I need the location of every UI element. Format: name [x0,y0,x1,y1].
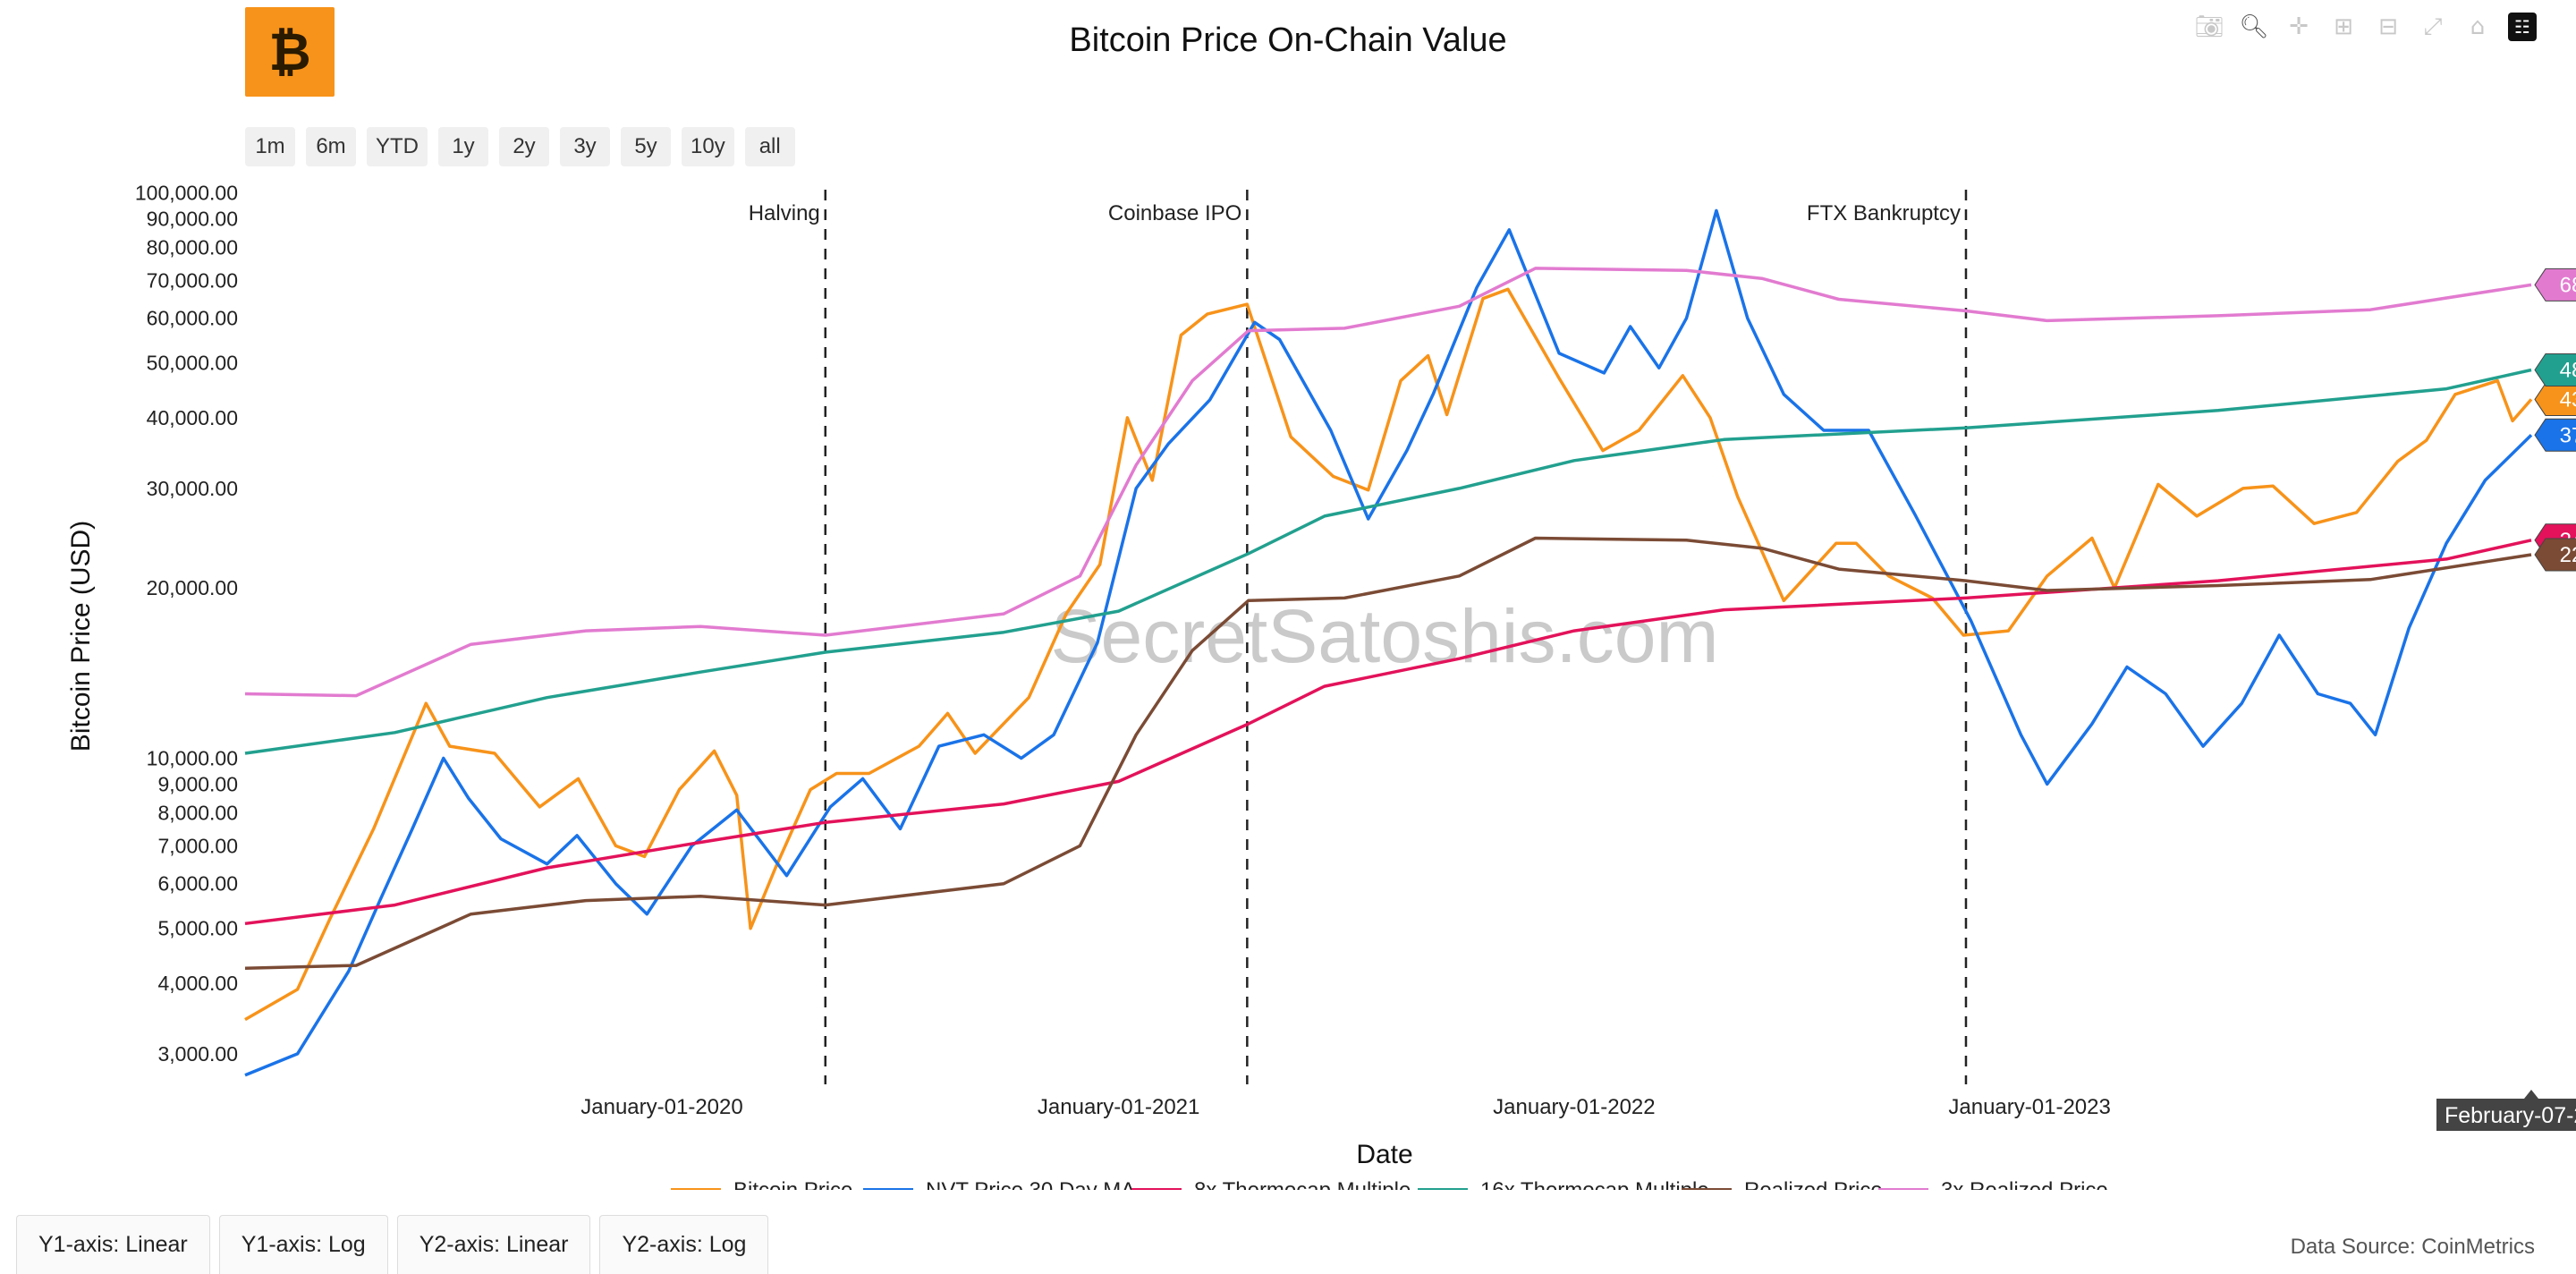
y-tick-label: 70,000.00 [147,268,238,292]
series-line [244,267,2532,698]
legend-label: Bitcoin Price [733,1178,852,1190]
series-line [244,368,2532,755]
axis-scale-tabs: Y1-axis: Linear Y1-axis: Log Y2-axis: Li… [16,1215,769,1274]
end-value-tag [2534,268,2576,302]
y-tick-label: 4,000.00 [157,972,238,995]
tab-y2-log[interactable]: Y2-axis: Log [599,1215,769,1274]
hover-box [2436,1099,2576,1131]
x-tick-label: January-01-2021 [1038,1095,1199,1119]
range-5y-button[interactable]: 5y [621,127,671,166]
range-10y-button[interactable]: 10y [682,127,734,166]
x-tick-label: January-01-2022 [1493,1095,1655,1119]
y-tick-label: 20,000.00 [147,576,238,599]
legend-label: 16x Thermocap Multiple [1480,1178,1709,1190]
range-6m-button[interactable]: 6m [306,127,356,166]
y-tick-label: 50,000.00 [147,352,238,375]
autoscale-icon[interactable]: ⤢ [2423,13,2443,40]
legend-label: Realized Price [1744,1178,1883,1190]
series-line [244,287,2533,1022]
bitcoin-logo-glyph: ₿ [268,21,311,82]
zoom-out-icon[interactable]: ⊟ [2378,13,2398,40]
y-tick-label: 10,000.00 [147,746,238,769]
tab-y1-linear[interactable]: Y1-axis: Linear [16,1215,210,1274]
legend-label: 8x Thermocap Multiple [1194,1178,1411,1190]
range-ytd-button[interactable]: YTD [367,127,428,166]
x-axis-title: Date [1356,1140,1412,1169]
camera-icon[interactable]: 📷︎ [2194,13,2224,40]
zoom-in-icon[interactable]: ⊞ [2334,13,2353,40]
event-label: Coinbase IPO [1108,201,1241,225]
y-tick-label: 80,000.00 [147,236,238,259]
event-label: Halving [749,201,820,225]
y-axis-title: Bitcoin Price (USD) [66,521,96,752]
reset-axes-icon[interactable]: ⌂ [2470,13,2486,40]
y-tick-label: 5,000.00 [157,917,238,940]
legend-label: NVT Price 30 Day MA [926,1178,1135,1190]
tab-y1-log[interactable]: Y1-axis: Log [218,1215,388,1274]
end-value-label: 48,594.04 [2560,359,2576,383]
series-line [244,208,2533,1077]
range-all-button[interactable]: all [744,127,795,166]
chart-title: Bitcoin Price On-Chain Value [1069,21,1507,59]
end-value-label: 37,278.79 [2560,423,2576,447]
plotly-logo-icon[interactable]: ☷ [2508,13,2537,41]
legend-label: 3x Realized Price [1941,1178,2108,1190]
range-selector: 1m 6m YTD 1y 2y 3y 5y 10y all [245,127,795,166]
tab-y2-linear[interactable]: Y2-axis: Linear [396,1215,591,1274]
x-tick-label: January-01-2020 [580,1095,742,1119]
range-2y-button[interactable]: 2y [499,127,549,166]
hover-pointer [2524,1090,2538,1099]
watermark: SecretSatoshis.com [1051,594,1719,678]
bitcoin-logo-icon[interactable]: ₿ [245,7,335,97]
y-tick-label: 8,000.00 [157,802,238,825]
y-tick-label: 60,000.00 [147,307,238,330]
end-value-tag [2534,353,2576,387]
y-tick-label: 7,000.00 [157,834,238,857]
y-tick-label: 9,000.00 [157,772,238,795]
end-value-tag [2534,538,2576,572]
x-tick-label: January-01-2023 [1948,1095,2110,1119]
line-chart: SecretSatoshis.com 3,000.00 4,000.00 5,000.… [66,181,2576,1190]
end-value-tag [2534,418,2576,452]
range-3y-button[interactable]: 3y [560,127,610,166]
event-label: FTX Bankruptcy [1807,201,1961,225]
range-1y-button[interactable]: 1y [438,127,488,166]
y-tick-label: 40,000.00 [147,406,238,429]
modebar: 📷︎ 🔍︎ ✛ ⊞ ⊟ ⤢ ⌂ ☷ [2195,13,2537,41]
y-tick-label: 3,000.00 [157,1042,238,1066]
data-source-note: Data Source: CoinMetrics [2290,1235,2535,1259]
series-line [244,536,2532,971]
pan-icon[interactable]: ✛ [2289,13,2309,40]
y-tick-label: 6,000.00 [157,872,238,896]
y-tick-label: 100,000.00 [135,181,238,204]
end-value-label: 43,102.71 [2560,387,2576,412]
y-tick-label: 90,000.00 [147,207,238,230]
hover-date-label: February-07-2024 [2445,1103,2576,1128]
y-tick-label: 30,000.00 [147,477,238,500]
end-value-tag [2534,382,2576,416]
end-value-label: 22,905.32 [2560,543,2576,567]
range-1m-button[interactable]: 1m [245,127,295,166]
zoom-icon[interactable]: 🔍︎ [2239,13,2269,40]
end-value-label: 68,715.95 [2560,273,2576,297]
